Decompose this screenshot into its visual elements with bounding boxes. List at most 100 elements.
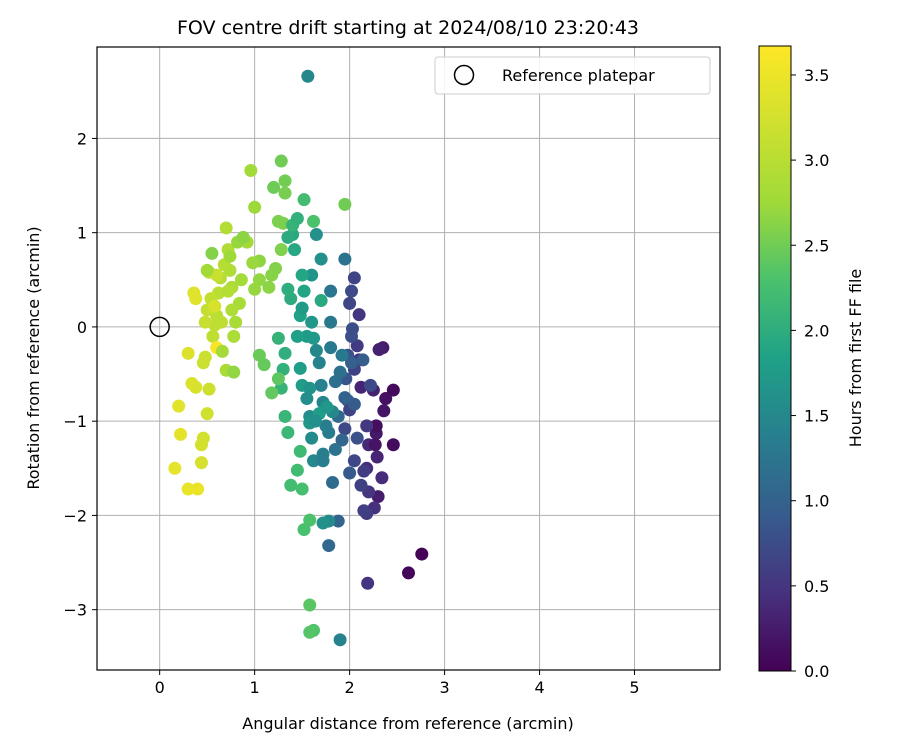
data-point <box>168 461 182 475</box>
data-point <box>338 391 352 405</box>
data-point <box>356 353 370 367</box>
data-point <box>333 633 347 647</box>
data-point <box>293 444 307 458</box>
data-point <box>293 361 307 375</box>
data-point <box>350 431 364 445</box>
y-tick-label: −1 <box>63 412 87 431</box>
colorbar-ticks: 0.0 0.5 1.0 1.5 2.0 2.5 3.0 3.5 <box>791 66 829 681</box>
data-point <box>319 419 333 433</box>
y-tick-label: 2 <box>77 129 87 148</box>
data-point <box>262 280 276 294</box>
data-point <box>227 329 241 343</box>
data-point <box>208 299 222 313</box>
legend-marker-open-circle <box>453 64 475 86</box>
data-point <box>290 329 304 343</box>
colorbar-tick-label: 0.5 <box>804 577 829 596</box>
data-point <box>194 456 208 470</box>
data-point <box>345 284 359 298</box>
data-point <box>278 409 292 423</box>
data-point <box>357 464 371 478</box>
legend: Reference platepar <box>434 56 711 95</box>
data-point <box>229 315 243 329</box>
x-tick-label: 1 <box>250 678 260 697</box>
data-point <box>375 471 389 485</box>
data-point <box>271 331 285 345</box>
data-point <box>309 228 323 242</box>
data-point <box>316 516 330 530</box>
data-point <box>333 365 347 379</box>
chart-title: FOV centre drift starting at 2024/08/10 … <box>177 17 639 39</box>
data-point <box>214 315 228 329</box>
data-point <box>301 69 315 83</box>
x-tick-label: 3 <box>439 678 449 697</box>
colorbar-tick-label: 3.5 <box>804 66 829 85</box>
data-point <box>364 378 378 392</box>
data-point <box>308 414 322 428</box>
colorbar-tick-label: 1.5 <box>804 407 829 426</box>
data-point <box>284 478 298 492</box>
data-point <box>303 598 317 612</box>
x-tick-label: 5 <box>629 678 639 697</box>
data-point <box>221 284 235 298</box>
data-point <box>361 576 375 590</box>
data-point <box>331 514 345 528</box>
data-point <box>198 315 212 329</box>
data-point <box>174 427 188 441</box>
data-point <box>415 547 429 561</box>
colorbar-gradient <box>758 45 792 672</box>
data-point <box>305 431 319 445</box>
data-point <box>324 315 338 329</box>
data-point <box>185 376 199 390</box>
data-point <box>357 504 371 518</box>
data-point <box>386 438 400 452</box>
data-point <box>265 268 279 282</box>
data-point <box>297 284 311 298</box>
data-point <box>307 214 321 228</box>
data-point <box>281 282 295 296</box>
data-point <box>290 212 304 226</box>
data-point <box>352 308 366 322</box>
data-point <box>369 419 383 433</box>
data-point <box>379 392 393 406</box>
y-tick-label: 0 <box>77 318 87 337</box>
x-axis-label: Angular distance from reference (arcmin) <box>242 714 573 733</box>
y-tick-label: −3 <box>63 601 87 620</box>
data-point <box>205 246 219 260</box>
data-point <box>200 407 214 421</box>
data-point <box>303 513 317 527</box>
data-point <box>300 392 314 406</box>
data-point <box>234 273 248 287</box>
data-point <box>267 180 281 194</box>
data-point <box>219 221 233 235</box>
data-point <box>343 466 357 480</box>
data-point <box>360 419 374 433</box>
colorbar-tick-label: 2.0 <box>804 321 829 340</box>
colorbar-tick-label: 0.0 <box>804 662 829 681</box>
data-point <box>343 296 357 310</box>
colorbar-tick-label: 2.5 <box>804 236 829 255</box>
data-point <box>297 523 311 537</box>
y-axis-ticks: −3 −2 −1 0 1 2 <box>63 129 97 620</box>
data-point <box>314 252 328 266</box>
data-point <box>347 271 361 285</box>
data-point <box>386 383 400 397</box>
data-point <box>320 400 334 414</box>
colorbar-tick-label: 1.0 <box>804 492 829 511</box>
data-point <box>316 454 330 468</box>
data-point <box>181 482 195 496</box>
data-point <box>271 214 285 228</box>
data-point <box>181 346 195 360</box>
data-point <box>305 268 319 282</box>
data-point <box>338 422 352 436</box>
data-point <box>274 154 288 168</box>
legend-label: Reference platepar <box>502 66 655 85</box>
plot-frame <box>96 46 721 671</box>
grid <box>97 47 720 670</box>
data-point <box>335 433 349 447</box>
data-point <box>278 174 292 188</box>
data-point <box>215 344 229 358</box>
data-point <box>338 197 352 211</box>
data-point <box>305 315 319 329</box>
x-tick-label: 4 <box>534 678 544 697</box>
data-point <box>290 463 304 477</box>
